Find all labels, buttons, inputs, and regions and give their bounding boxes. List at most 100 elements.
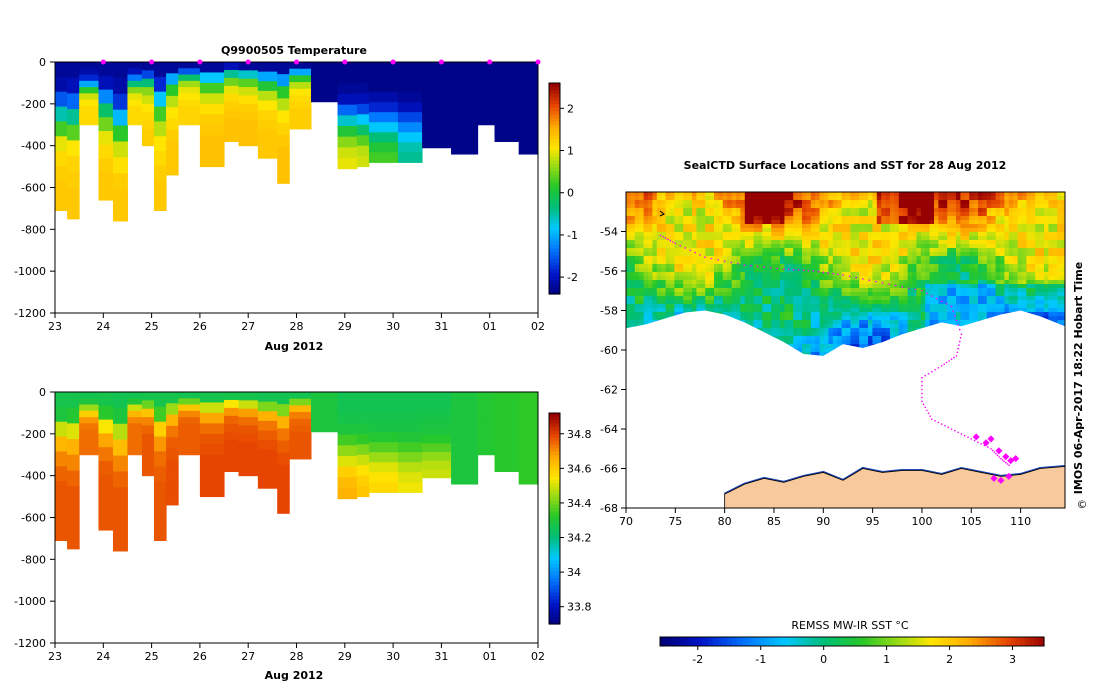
sst-cell bbox=[700, 236, 706, 241]
sst-cell bbox=[846, 220, 851, 225]
sst-cell bbox=[656, 256, 662, 261]
sst-cell bbox=[925, 208, 930, 213]
sst-cell bbox=[846, 244, 851, 249]
sst-cell bbox=[744, 212, 750, 217]
section-cell bbox=[178, 435, 201, 443]
sst-cell bbox=[736, 312, 741, 317]
sst-cell bbox=[986, 304, 992, 309]
sst-cell bbox=[960, 208, 966, 213]
sst-cell bbox=[722, 308, 728, 313]
sst-cell bbox=[872, 324, 878, 329]
colorbar-segment bbox=[549, 434, 560, 439]
sst-cell bbox=[692, 252, 697, 257]
sst-cell bbox=[775, 328, 781, 333]
colorbar-segment bbox=[549, 500, 560, 506]
sst-cell bbox=[670, 228, 675, 233]
sst-cell bbox=[863, 252, 869, 257]
sst-cell bbox=[1004, 216, 1010, 221]
sst-cell bbox=[819, 336, 825, 341]
sst-cell bbox=[802, 256, 807, 261]
sst-cell bbox=[934, 212, 939, 217]
section-cell bbox=[67, 439, 80, 456]
sst-cell bbox=[639, 256, 644, 261]
sst-cell bbox=[753, 224, 759, 229]
sst-cell bbox=[920, 192, 926, 197]
sst-cell bbox=[771, 280, 776, 285]
sst-cell bbox=[766, 320, 772, 325]
sst-cell bbox=[916, 276, 922, 281]
sst-cell bbox=[771, 288, 776, 293]
sst-cell bbox=[832, 340, 838, 345]
sst-cell bbox=[634, 208, 640, 213]
sst-cell bbox=[775, 296, 781, 301]
sst-cell bbox=[824, 236, 829, 241]
sst-cell bbox=[938, 216, 944, 221]
colorbar-segment bbox=[549, 265, 560, 270]
sst-cell bbox=[973, 296, 979, 301]
sst-cell bbox=[969, 224, 974, 229]
sst-cell bbox=[656, 204, 662, 209]
sst-cell bbox=[854, 344, 860, 349]
sst-cell bbox=[806, 308, 812, 313]
sst-cell bbox=[714, 208, 719, 213]
colorbar-segment bbox=[549, 146, 560, 151]
sst-cell bbox=[687, 264, 693, 269]
section-cell bbox=[477, 112, 496, 119]
sst-cell bbox=[806, 228, 812, 233]
sst-cell bbox=[643, 276, 649, 281]
sst-cell bbox=[736, 268, 741, 273]
section-cell bbox=[199, 412, 225, 424]
sst-cell bbox=[973, 268, 979, 273]
sst-cell bbox=[648, 192, 653, 197]
sst-cell bbox=[960, 252, 966, 257]
sst-cell bbox=[639, 208, 644, 213]
sst-cell bbox=[727, 200, 732, 205]
sst-cell bbox=[718, 284, 724, 289]
sst-cell bbox=[1004, 248, 1010, 253]
salinity-section-plot: 23 24 25 26 27 28 29 30 31 01 020-200-400-600-800-… bbox=[14, 386, 591, 682]
section-cell bbox=[310, 69, 339, 75]
section-cell bbox=[277, 452, 290, 466]
section-cell bbox=[422, 400, 452, 410]
sst-cell bbox=[912, 224, 917, 229]
sst-cell bbox=[885, 296, 891, 301]
sst-cell bbox=[661, 208, 666, 213]
sst-cell bbox=[780, 280, 785, 285]
sst-cell bbox=[727, 220, 732, 225]
sst-cell bbox=[797, 332, 803, 337]
sst-cell bbox=[1022, 264, 1027, 269]
sst-cell bbox=[907, 236, 913, 241]
section-cell bbox=[154, 510, 167, 527]
sst-cell bbox=[788, 336, 794, 341]
sst-cell bbox=[925, 224, 930, 229]
sst-cell bbox=[793, 324, 798, 329]
sst-cell bbox=[854, 248, 860, 253]
sst-cell bbox=[674, 192, 680, 197]
sst-cell bbox=[969, 280, 974, 285]
section-cell bbox=[422, 392, 452, 402]
sst-cell bbox=[846, 212, 851, 217]
sst-cell bbox=[630, 324, 636, 329]
sst-cell bbox=[995, 300, 1001, 305]
sst-cell bbox=[775, 224, 781, 229]
sst-cell bbox=[1026, 280, 1032, 285]
sst-cell bbox=[995, 204, 1001, 209]
sst-cell bbox=[1044, 280, 1049, 285]
section-cell bbox=[451, 71, 479, 81]
sst-cell bbox=[916, 300, 922, 305]
sst-cell bbox=[1000, 252, 1005, 257]
sst-cell bbox=[846, 268, 851, 273]
sst-cell bbox=[1022, 200, 1027, 205]
colorbar-segment bbox=[549, 237, 560, 242]
sst-cell bbox=[736, 288, 741, 293]
sst-cell bbox=[947, 320, 952, 325]
sst-cell bbox=[1044, 284, 1049, 289]
sst-cell bbox=[832, 344, 838, 349]
sst-cell bbox=[863, 236, 869, 241]
sst-cell bbox=[626, 312, 631, 317]
sst-cell bbox=[687, 280, 693, 285]
sst-cell bbox=[784, 312, 790, 317]
sst-cell bbox=[938, 292, 944, 297]
sst-cell bbox=[956, 268, 961, 273]
profile-marker bbox=[342, 59, 348, 65]
